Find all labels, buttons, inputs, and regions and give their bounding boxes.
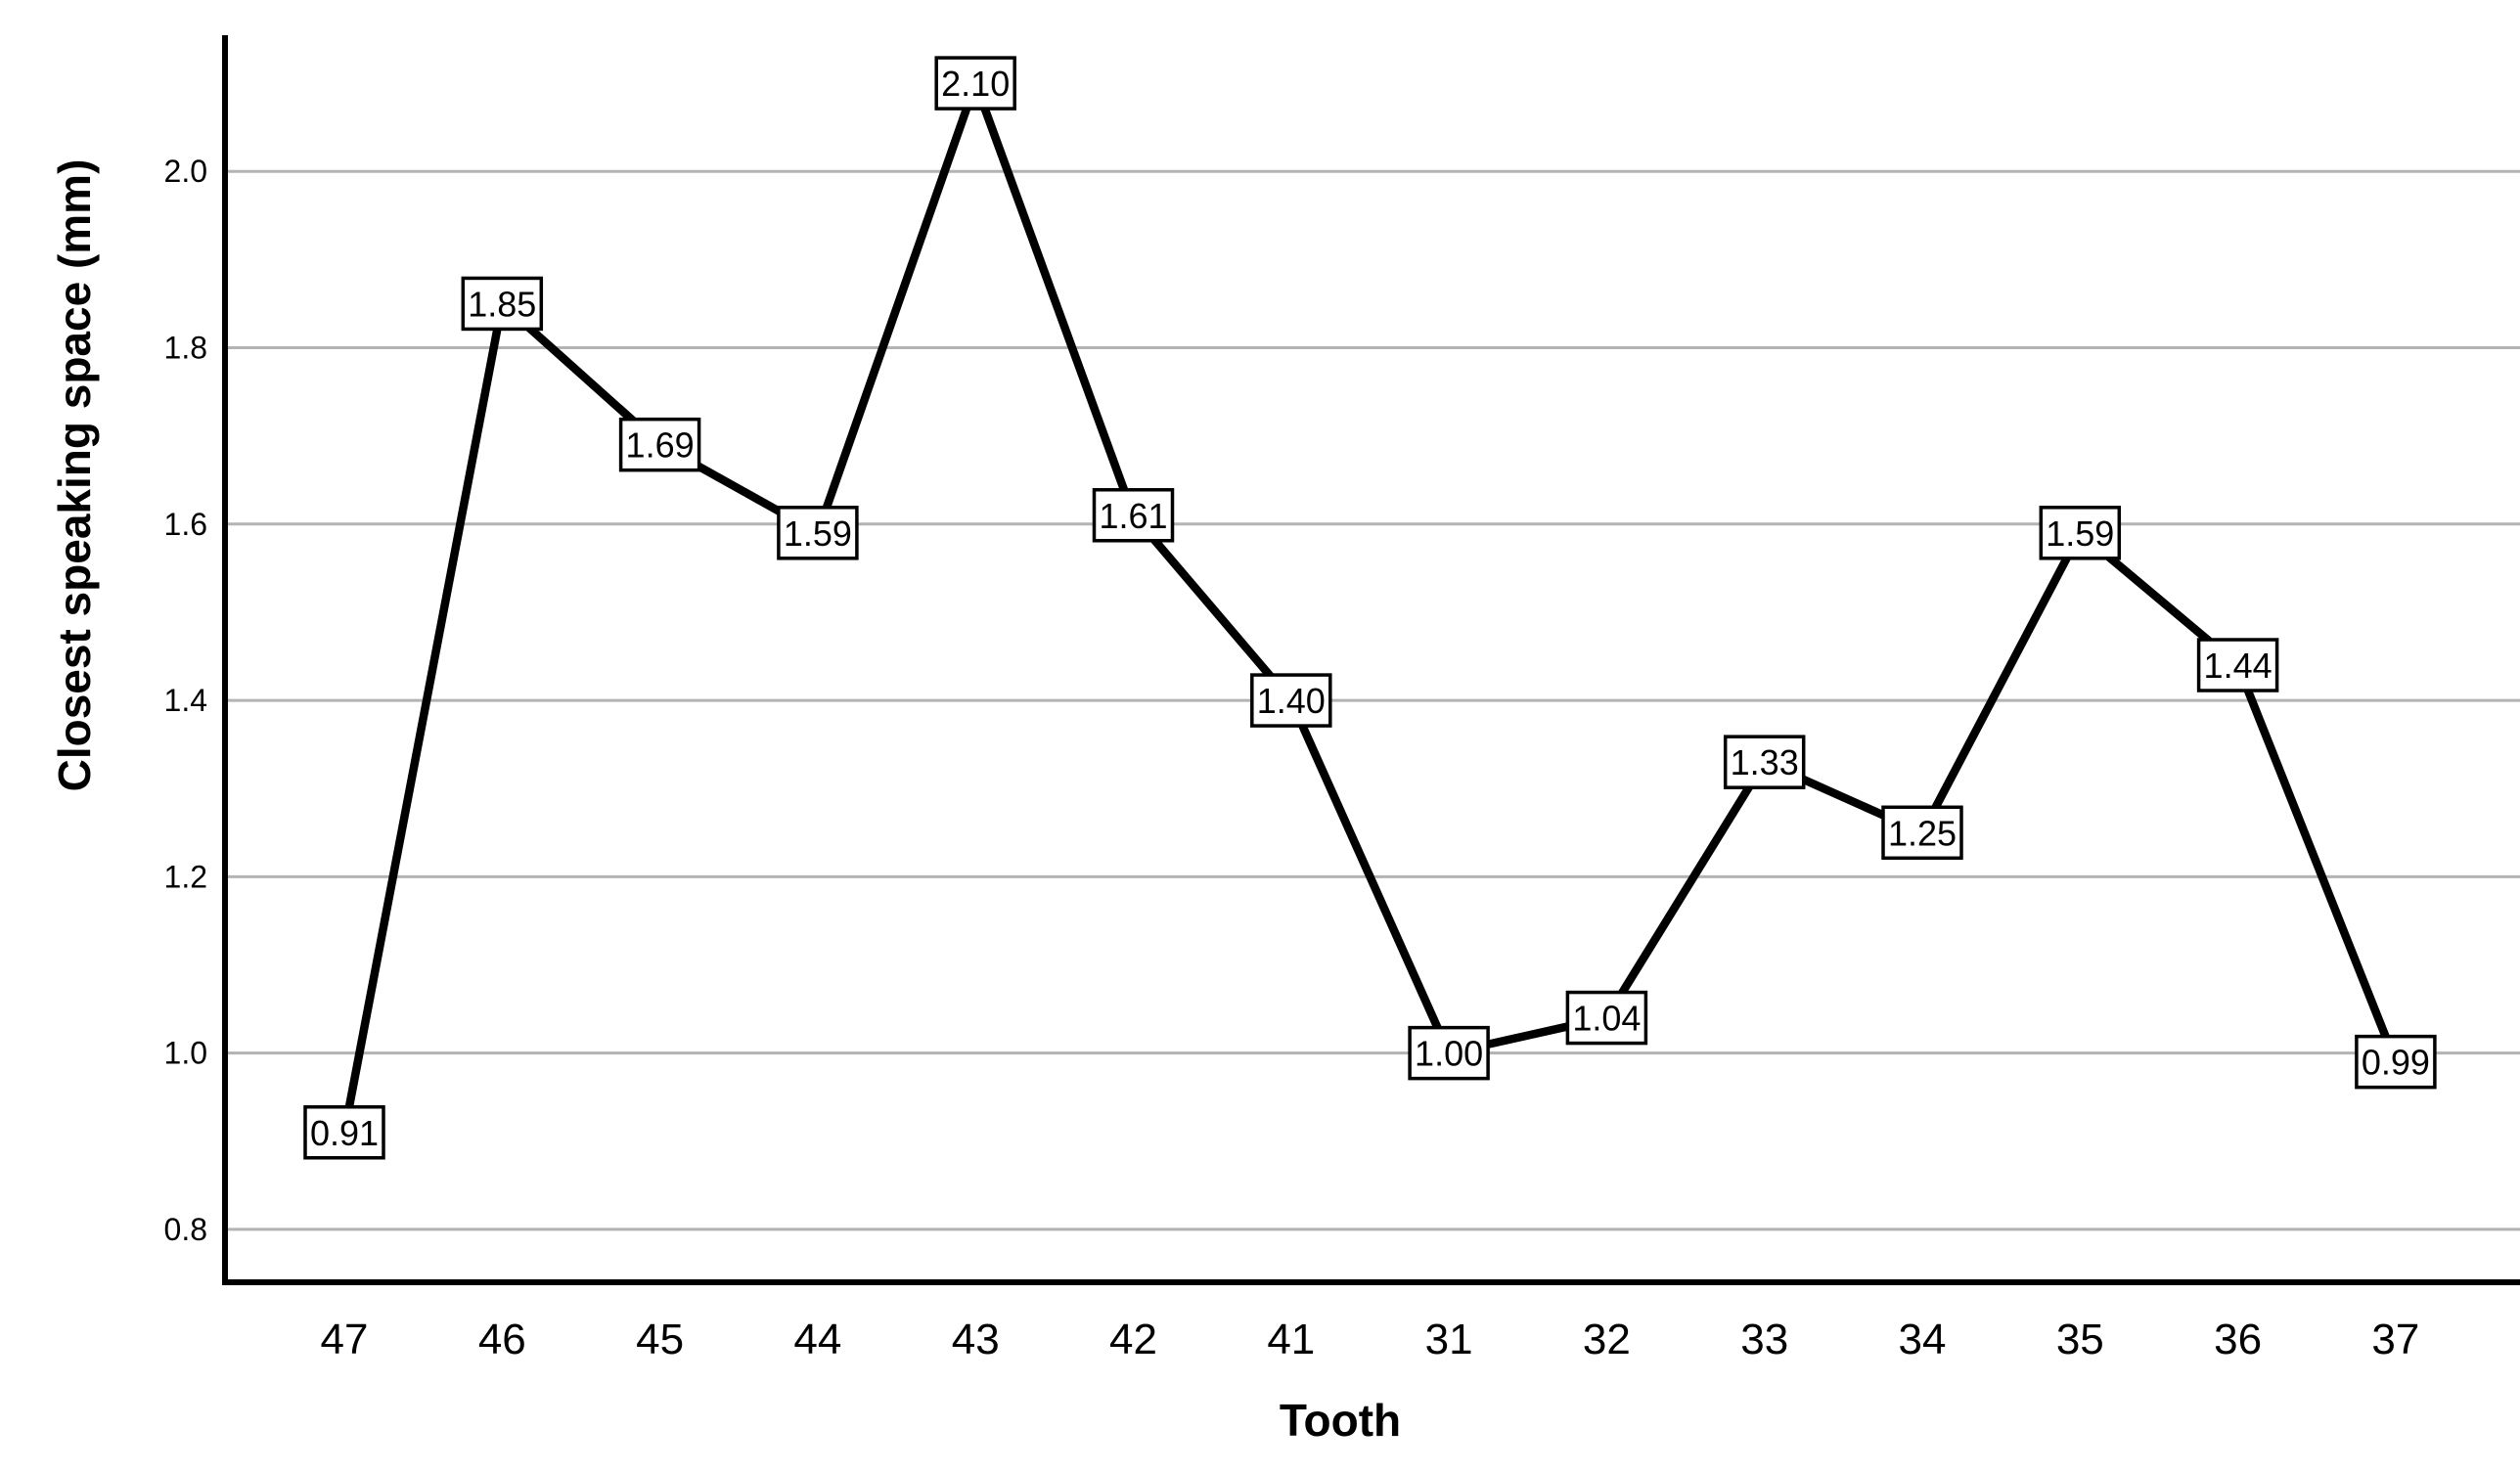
point-label-text: 1.61	[1099, 496, 1167, 536]
point-label-box	[934, 56, 1016, 111]
x-tick-label: 37	[2371, 1316, 2419, 1363]
axes	[222, 35, 2520, 1285]
point-label-text: 1.44	[2204, 646, 2272, 686]
x-tick-label: 31	[1425, 1316, 1473, 1363]
point-label-text: 1.00	[1415, 1034, 1483, 1074]
y-axis-tick-labels: 0.8 1.0 1.2 1.4 1.6 1.8 2.0	[164, 154, 207, 1247]
point-label-text: 1.04	[1572, 999, 1641, 1039]
point-label-box	[1565, 990, 1648, 1046]
x-tick-label: 41	[1267, 1316, 1315, 1363]
x-tick-label: 42	[1109, 1316, 1157, 1363]
x-axis-title: Tooth	[1280, 1395, 1401, 1446]
point-label-text: 1.59	[784, 513, 852, 554]
point-label-text: 1.85	[468, 284, 536, 324]
point-label-box	[2355, 1034, 2437, 1090]
point-label-text: 1.59	[2046, 513, 2114, 554]
data-point-labels: 0.91 1.85 1.69 1.59 2.10 1.61 1.40 1.00 1.04 1.33…	[303, 56, 2437, 1160]
point-label-box	[1881, 805, 1963, 861]
gridlines	[225, 169, 2520, 1231]
x-tick-label: 45	[636, 1316, 684, 1363]
x-tick-label: 34	[1899, 1316, 1947, 1363]
y-axis-title: Closest speaking space (mm)	[49, 159, 100, 792]
y-tick-label: 2.0	[164, 154, 207, 189]
chart-canvas: 0.8 1.0 1.2 1.4 1.6 1.8 2.0 47 46 45 44 43 42 41 31 32…	[49, 35, 2520, 1446]
point-label-text: 1.25	[1888, 813, 1957, 853]
point-label-box	[461, 276, 544, 332]
series-line	[339, 78, 2401, 1138]
line-chart-figure: 0.8 1.0 1.2 1.4 1.6 1.8 2.0 47 46 45 44 43 42 41 31 32…	[39, 16, 2520, 1457]
point-label-box	[303, 1105, 385, 1160]
point-label-text: 2.10	[941, 64, 1010, 104]
y-tick-label: 1.2	[164, 859, 207, 894]
x-tick-label: 47	[321, 1316, 369, 1363]
x-tick-label: 46	[478, 1316, 526, 1363]
y-tick-label: 1.4	[164, 683, 207, 718]
x-tick-label: 44	[793, 1316, 841, 1363]
point-label-box	[1092, 488, 1175, 543]
point-label-text: 1.69	[626, 425, 695, 466]
point-label-box	[777, 506, 859, 560]
x-tick-label: 32	[1583, 1316, 1631, 1363]
y-tick-label: 1.6	[164, 507, 207, 542]
x-tick-label: 36	[2214, 1316, 2262, 1363]
x-axis-tick-labels: 47 46 45 44 43 42 41 31 32 33 34 35 36 37	[321, 1316, 2420, 1363]
point-label-box	[2039, 506, 2122, 560]
x-tick-label: 33	[1740, 1316, 1788, 1363]
point-label-text: 1.33	[1731, 742, 1799, 782]
x-tick-label: 35	[2056, 1316, 2104, 1363]
point-label-text: 0.91	[310, 1113, 379, 1153]
y-tick-label: 1.8	[164, 331, 207, 366]
data-series	[339, 78, 2401, 1138]
x-tick-label: 43	[952, 1316, 1000, 1363]
y-tick-label: 1.0	[164, 1036, 207, 1071]
y-tick-label: 0.8	[164, 1212, 207, 1247]
point-label-text: 1.40	[1257, 681, 1326, 721]
point-label-box	[1408, 1025, 1490, 1081]
point-label-box	[1250, 673, 1332, 728]
point-label-box	[2196, 638, 2279, 692]
point-label-text: 0.99	[2362, 1043, 2430, 1083]
point-label-box	[618, 417, 701, 472]
point-label-box	[1723, 735, 1806, 789]
